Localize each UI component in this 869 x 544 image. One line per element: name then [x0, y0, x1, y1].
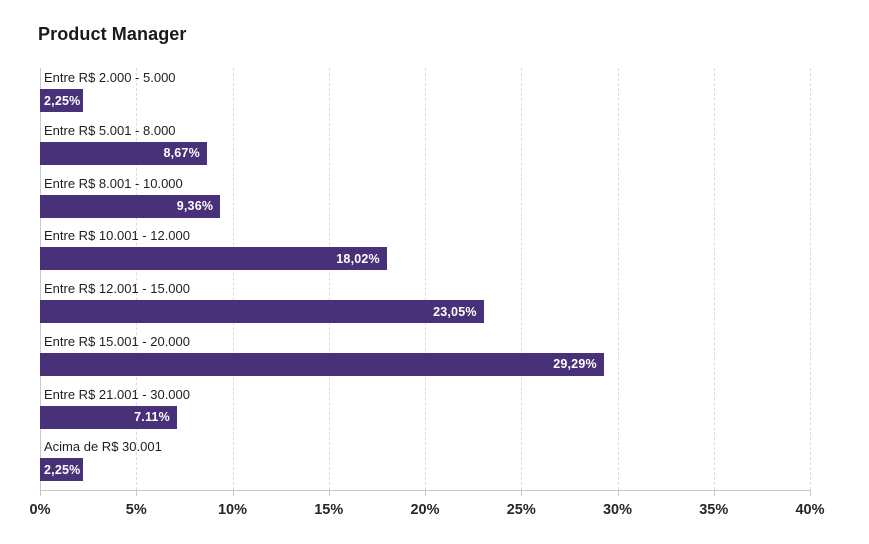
bar: 23,05%	[40, 300, 484, 323]
gridline	[521, 68, 523, 490]
bar: 8,67%	[40, 141, 207, 165]
tick-label: 30%	[602, 502, 633, 518]
tick-label: 40%	[795, 502, 825, 518]
category-label: Entre R$ 2.000 - 5.000	[44, 70, 176, 85]
tick-label: 20%	[410, 502, 440, 518]
bar: 7.11%	[40, 405, 177, 429]
gridline	[232, 68, 234, 490]
tick-label: 10%	[217, 502, 248, 518]
tick-mark	[425, 490, 426, 496]
bar-rows: Entre R$ 2.000 - 5.000 2,25% Entre R$ 5.…	[40, 68, 810, 490]
bar-value-label: 2,25%	[44, 93, 81, 108]
plot-area: Entre R$ 2.000 - 5.000 2,25% Entre R$ 5.…	[40, 68, 811, 491]
bar-row: Acima de R$ 30.001 2,25%	[40, 437, 810, 490]
bar-value-label: 9,36%	[176, 199, 214, 213]
bar-row: Entre R$ 2.000 - 5.000 2,25%	[40, 68, 810, 121]
tick-mark	[617, 490, 619, 496]
tick-mark	[521, 490, 523, 496]
category-label: Entre R$ 21.001 - 30.000	[44, 386, 190, 402]
category-label: Acima de R$ 30.001	[44, 439, 162, 455]
category-label: Entre R$ 12.001 - 15.000	[44, 281, 190, 296]
gridline	[425, 68, 426, 490]
bar-value-label: 7.11%	[134, 410, 170, 424]
chart-title: Product Manager	[38, 24, 187, 44]
tick-mark	[136, 490, 138, 496]
bar-value-label: 18,02%	[336, 251, 380, 266]
tick-mark	[328, 490, 330, 496]
tick-label: 35%	[699, 502, 729, 518]
tick-label: 5%	[125, 502, 147, 518]
tick-mark	[810, 490, 811, 496]
tick-label: 15%	[314, 502, 344, 518]
tick-mark	[232, 490, 234, 496]
gridline	[713, 68, 715, 490]
gridline	[328, 68, 330, 490]
bar-value-label: 23,05%	[433, 304, 477, 319]
category-label: Entre R$ 10.001 - 12.000	[44, 228, 190, 244]
bar-row: Entre R$ 10.001 - 12.000 18,02%	[40, 226, 810, 279]
bar-row: Entre R$ 12.001 - 15.000 23,05%	[40, 279, 810, 332]
bar: 9,36%	[40, 194, 221, 218]
bar: 18,02%	[40, 247, 387, 271]
category-label: Entre R$ 15.001 - 20.000	[44, 333, 190, 349]
tick-label: 25%	[506, 502, 536, 518]
tick-mark	[713, 490, 715, 496]
gridline	[617, 68, 619, 490]
bar-row: Entre R$ 15.001 - 20.000 29,29%	[40, 332, 810, 385]
category-label: Entre R$ 8.001 - 10.000	[44, 175, 183, 191]
bar: 29,29%	[40, 352, 604, 376]
tick-label: 0%	[29, 502, 51, 518]
bar-row: Entre R$ 8.001 - 10.000 9,36%	[40, 174, 810, 227]
axis-baseline	[40, 68, 41, 490]
bar: 2,25%	[40, 89, 84, 112]
bar-row: Entre R$ 5.001 - 8.000 8,67%	[40, 121, 810, 174]
bar-row: Entre R$ 21.001 - 30.000 7.11%	[40, 385, 810, 438]
category-label: Entre R$ 5.001 - 8.000	[44, 122, 176, 138]
bar: 2,25%	[40, 458, 84, 482]
gridline	[136, 68, 138, 490]
bar-value-label: 8,67%	[163, 146, 200, 161]
x-axis: 0% 5% 10% 15% 20% 25% 30% 35% 40%	[30, 490, 825, 530]
bar-value-label: 2,25%	[44, 462, 81, 477]
bar-value-label: 29,29%	[553, 357, 597, 372]
gridline	[810, 68, 811, 490]
tick-mark	[40, 490, 41, 496]
